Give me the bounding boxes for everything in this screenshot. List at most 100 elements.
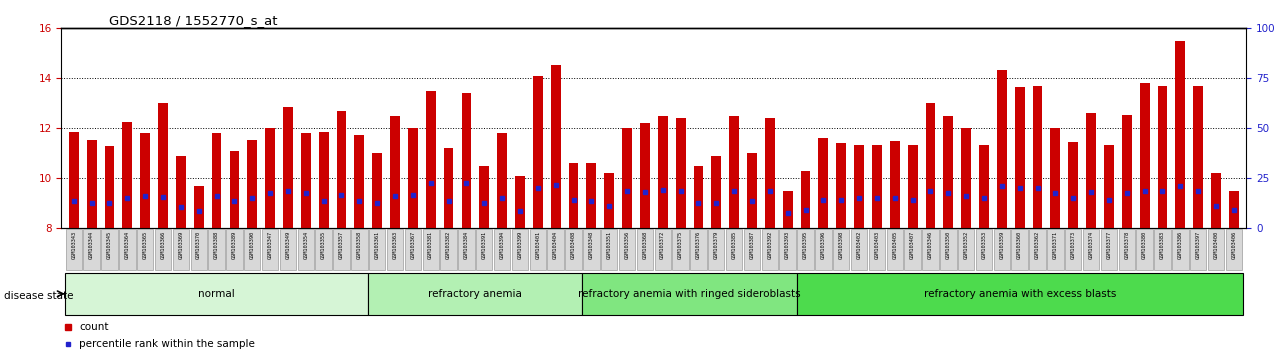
Bar <box>979 144 988 228</box>
Bar <box>854 144 865 228</box>
FancyBboxPatch shape <box>369 229 386 270</box>
Text: GSM103350: GSM103350 <box>946 231 951 259</box>
Bar <box>158 103 169 228</box>
Bar <box>230 151 239 228</box>
Text: GSM103398: GSM103398 <box>839 231 844 259</box>
Text: GSM103364: GSM103364 <box>125 231 130 259</box>
Text: refractory anemia with excess blasts: refractory anemia with excess blasts <box>923 289 1116 299</box>
Bar <box>962 129 971 228</box>
Bar <box>1105 144 1114 228</box>
Bar <box>319 132 328 228</box>
Bar <box>622 129 632 228</box>
Bar <box>765 118 775 228</box>
Bar <box>194 186 203 228</box>
FancyBboxPatch shape <box>707 229 724 270</box>
Bar <box>407 129 418 228</box>
FancyBboxPatch shape <box>815 229 831 270</box>
Bar <box>140 133 151 228</box>
Bar <box>176 156 185 228</box>
Text: GSM103382: GSM103382 <box>446 231 451 259</box>
Text: GSM103369: GSM103369 <box>179 231 184 259</box>
FancyBboxPatch shape <box>315 229 332 270</box>
Bar <box>658 116 668 228</box>
FancyBboxPatch shape <box>494 229 511 270</box>
Text: GSM103376: GSM103376 <box>696 231 701 259</box>
Bar <box>1228 191 1239 228</box>
Text: GSM103397: GSM103397 <box>1195 231 1200 259</box>
Text: GSM103353: GSM103353 <box>982 231 987 259</box>
FancyBboxPatch shape <box>797 229 813 270</box>
Text: GSM103352: GSM103352 <box>964 231 969 259</box>
Text: GSM103357: GSM103357 <box>338 231 344 259</box>
FancyBboxPatch shape <box>958 229 974 270</box>
FancyBboxPatch shape <box>691 229 706 270</box>
Bar <box>1087 113 1096 228</box>
FancyBboxPatch shape <box>298 229 314 270</box>
Bar <box>515 176 525 228</box>
FancyBboxPatch shape <box>601 229 617 270</box>
FancyBboxPatch shape <box>119 229 135 270</box>
Bar <box>1157 86 1167 228</box>
Bar <box>872 144 882 228</box>
Text: GSM103378: GSM103378 <box>1124 231 1129 259</box>
Bar <box>729 116 739 228</box>
Bar <box>69 132 79 228</box>
FancyBboxPatch shape <box>65 273 368 314</box>
Text: GSM103386: GSM103386 <box>1177 231 1183 259</box>
FancyBboxPatch shape <box>1208 229 1225 270</box>
FancyBboxPatch shape <box>208 229 225 270</box>
Text: GSM103348: GSM103348 <box>589 231 594 259</box>
FancyBboxPatch shape <box>83 229 100 270</box>
FancyBboxPatch shape <box>673 229 688 270</box>
FancyBboxPatch shape <box>655 229 670 270</box>
FancyBboxPatch shape <box>1190 229 1207 270</box>
Text: GSM103406: GSM103406 <box>1231 231 1236 259</box>
Text: GSM103351: GSM103351 <box>607 231 612 259</box>
Bar <box>747 153 757 228</box>
Bar <box>337 111 346 228</box>
FancyBboxPatch shape <box>190 229 207 270</box>
Text: refractory anemia: refractory anemia <box>428 289 522 299</box>
Text: GSM103368: GSM103368 <box>642 231 647 259</box>
Text: disease state: disease state <box>4 291 73 301</box>
FancyBboxPatch shape <box>280 229 296 270</box>
Text: GSM103361: GSM103361 <box>374 231 379 259</box>
Text: GSM103399: GSM103399 <box>517 231 522 259</box>
Text: GSM103392: GSM103392 <box>767 231 773 259</box>
FancyBboxPatch shape <box>1226 229 1243 270</box>
Bar <box>1193 86 1203 228</box>
FancyBboxPatch shape <box>868 229 885 270</box>
Bar <box>568 163 578 228</box>
Text: GSM103366: GSM103366 <box>161 231 166 259</box>
Bar <box>783 191 793 228</box>
Bar <box>890 141 900 228</box>
Text: GSM103405: GSM103405 <box>893 231 898 259</box>
FancyBboxPatch shape <box>65 229 82 270</box>
FancyBboxPatch shape <box>566 229 582 270</box>
Text: GSM103387: GSM103387 <box>750 231 755 259</box>
FancyBboxPatch shape <box>582 273 797 314</box>
Bar <box>819 138 829 228</box>
Bar <box>212 133 221 228</box>
Text: GSM103375: GSM103375 <box>678 231 683 259</box>
Text: GSM103374: GSM103374 <box>1088 231 1093 259</box>
Text: GSM103393: GSM103393 <box>785 231 790 259</box>
Text: GSM103355: GSM103355 <box>321 231 326 259</box>
Text: GDS2118 / 1552770_s_at: GDS2118 / 1552770_s_at <box>109 14 277 27</box>
Text: GSM103360: GSM103360 <box>1018 231 1022 259</box>
Bar <box>693 166 704 228</box>
Bar <box>373 153 382 228</box>
Text: GSM103403: GSM103403 <box>875 231 880 259</box>
FancyBboxPatch shape <box>387 229 404 270</box>
FancyBboxPatch shape <box>155 229 171 270</box>
FancyBboxPatch shape <box>441 229 457 270</box>
Bar <box>604 173 614 228</box>
Bar <box>836 143 847 228</box>
FancyBboxPatch shape <box>351 229 368 270</box>
Text: GSM103362: GSM103362 <box>1036 231 1039 259</box>
Text: GSM103365: GSM103365 <box>143 231 148 259</box>
FancyBboxPatch shape <box>262 229 278 270</box>
Text: GSM103381: GSM103381 <box>428 231 433 259</box>
FancyBboxPatch shape <box>886 229 903 270</box>
Text: GSM103401: GSM103401 <box>535 231 540 259</box>
